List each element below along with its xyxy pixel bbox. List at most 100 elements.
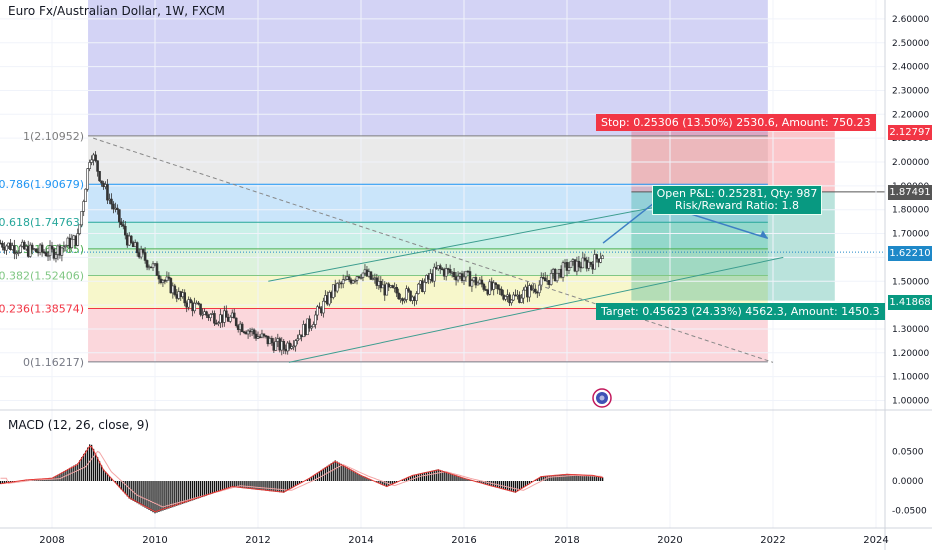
candle-body (335, 283, 339, 292)
candle-series (0, 151, 604, 356)
candle-body (355, 276, 359, 281)
fib-retracement[interactable]: 1(2.10952) 0.786(1.90679) 0.618(1.74763) 0.… (0, 130, 768, 369)
current-price-tag: 1.62210 (888, 246, 932, 261)
candle-body (163, 280, 167, 282)
price-axis[interactable]: 2.600002.500002.400002.300002.200002.100… (892, 15, 929, 517)
candle-body (595, 254, 599, 260)
time-axis[interactable]: 2008 2010 2012 2014 2016 2018 2020 2022 2024 (39, 535, 888, 546)
price-tick-label: 1.00000 (892, 397, 929, 407)
macd-legend[interactable]: MACD (12, 26, close, 9) (8, 418, 150, 432)
candle-body (139, 249, 143, 258)
candle-body (520, 297, 523, 303)
candle-body (359, 277, 363, 279)
projection-arrow-up (602, 201, 656, 244)
channel-lower-line (288, 256, 784, 363)
candle-body (228, 316, 232, 322)
price-tick-label: 2.60000 (892, 15, 929, 25)
price-tick-label: 1.70000 (892, 230, 929, 240)
candle-body (438, 265, 442, 270)
candle-body (296, 338, 299, 341)
candle-body (409, 290, 412, 301)
candle-body (118, 209, 121, 223)
candle-body (577, 260, 581, 268)
candle-body (589, 261, 593, 265)
fib-level-label: 0.236(1.38574) (0, 303, 84, 316)
candle-body (351, 280, 355, 284)
candle-body (407, 288, 410, 292)
macd-tick-label: 0.0000 (892, 477, 924, 487)
candle-body (122, 224, 125, 227)
candle-body (78, 224, 82, 234)
candle-body (262, 333, 266, 336)
candle-body (86, 168, 89, 190)
candle-body (197, 302, 200, 305)
candle-body (13, 245, 16, 254)
candle-body (347, 276, 351, 281)
candle-body (522, 289, 525, 299)
candle-body (492, 282, 496, 290)
candle-body (141, 249, 145, 253)
candle-body (312, 324, 315, 328)
time-tick-label: 2022 (760, 535, 785, 546)
candle-body (165, 276, 169, 281)
price-tick-label: 1.80000 (892, 206, 929, 216)
candle-body (201, 313, 204, 316)
take-profit-label[interactable]: Target: 0.45623 (24.33%) 4562.3, Amount:… (596, 303, 885, 320)
fib-zone (88, 248, 768, 276)
time-tick-label: 2016 (451, 535, 476, 546)
candle-body (500, 289, 503, 296)
candle-body (474, 277, 478, 286)
stop-price-tag: 2.12797 (888, 125, 932, 140)
candle-body (143, 252, 147, 261)
macd-signal-line (0, 450, 603, 508)
symbol-title[interactable]: Euro Fx/Australian Dollar, 1W, FXCM (8, 4, 225, 18)
candle-body (30, 244, 34, 250)
tradingview-logo-icon[interactable] (592, 388, 612, 408)
candle-body (379, 281, 383, 289)
risk-reward-text: Risk/Reward Ratio: 1.8 (675, 199, 799, 212)
candle-body (155, 263, 159, 276)
candle-body (106, 184, 109, 201)
candle-body (42, 251, 46, 254)
fib-level-label: 0.382(1.52406) (0, 270, 84, 283)
candle-body (599, 258, 602, 263)
candle-body (183, 292, 187, 304)
candle-body (240, 323, 244, 333)
target-price-tag: 1.41868 (888, 295, 932, 310)
candle-body (292, 345, 295, 348)
candle-body (567, 267, 571, 271)
price-tick-label: 2.50000 (892, 39, 929, 49)
candle-body (288, 342, 291, 349)
candle-body (397, 292, 400, 300)
candle-body (403, 299, 406, 302)
candle-body (199, 303, 202, 315)
candle-body (46, 255, 50, 257)
candle-body (129, 235, 133, 243)
candle-body (60, 247, 64, 256)
candle-body (189, 299, 192, 304)
time-tick-label: 2014 (348, 535, 373, 546)
fib-level-label: 1(2.10952) (23, 130, 84, 143)
price-tick-label: 2.40000 (892, 63, 929, 73)
candle-body (34, 248, 38, 253)
candle-body (80, 211, 84, 226)
candle-body (385, 283, 389, 296)
candle-body (98, 171, 101, 182)
position-pnl-box[interactable]: Open P&L: 0.25281, Qty: 987 Risk/Reward … (652, 185, 822, 215)
macd-tick-label: -0.0500 (892, 506, 927, 516)
candle-body (193, 303, 196, 312)
candle-body (314, 314, 317, 325)
candle-body (112, 203, 115, 210)
stop-loss-label[interactable]: Stop: 0.25306 (13.50%) 2530.6, Amount: 7… (596, 114, 876, 131)
candle-body (17, 252, 20, 254)
candle-body (476, 282, 480, 286)
candle-body (209, 314, 212, 319)
fib-zone (88, 135, 768, 185)
candle-body (94, 154, 97, 162)
time-tick-label: 2024 (863, 535, 888, 546)
candle-body (395, 287, 398, 294)
candle-body (19, 245, 22, 253)
candle-body (294, 340, 297, 347)
